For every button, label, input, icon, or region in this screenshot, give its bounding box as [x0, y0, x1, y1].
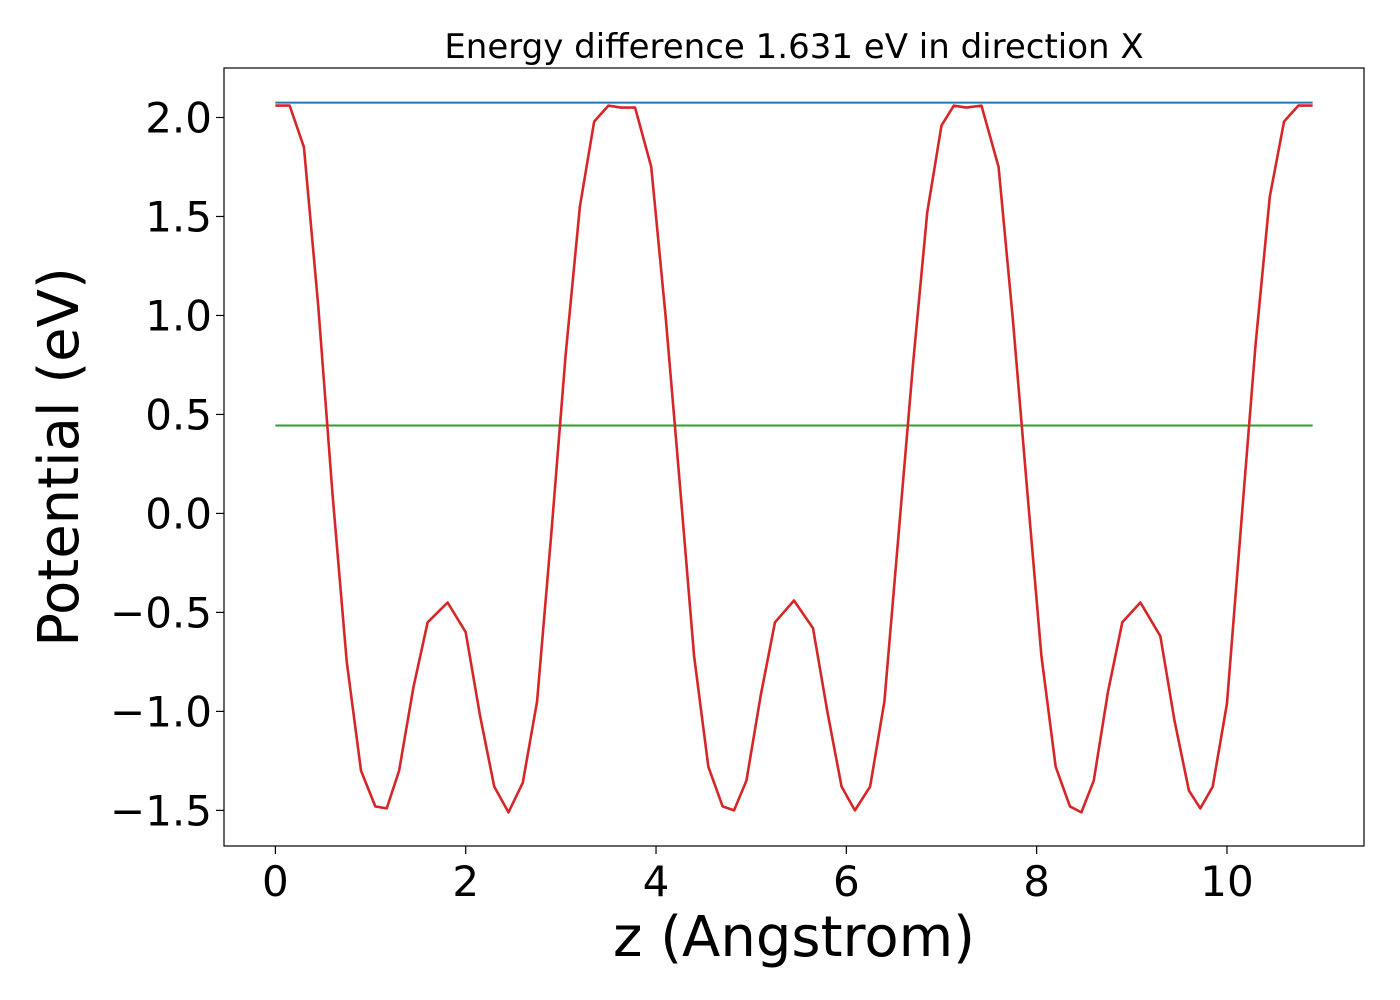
- plot-frame: [223, 67, 1365, 847]
- y-tick-label: −0.5: [110, 588, 212, 637]
- y-tick-label: 1.0: [145, 291, 212, 340]
- y-tick-label: −1.0: [110, 687, 212, 736]
- x-tick-label: 0: [262, 857, 289, 906]
- x-axis: 0 2 4 6 8 10: [262, 846, 1254, 906]
- x-tick-label: 2: [452, 857, 479, 906]
- series-layer: [275, 101, 1313, 814]
- y-axis: −1.5 −1.0 −0.5 0.0 0.5 1.0 1.5 2.0: [110, 93, 224, 835]
- y-tick-label: 0.0: [145, 489, 212, 538]
- x-tick-label: 8: [1023, 857, 1050, 906]
- y-tick-label: 1.5: [145, 192, 212, 241]
- y-tick-label: 2.0: [145, 93, 212, 142]
- planar-average-potential-line: [275, 104, 1313, 814]
- y-tick-label: −1.5: [110, 786, 212, 835]
- y-tick-label: 0.5: [145, 390, 212, 439]
- y-axis-title: Potential (eV): [27, 267, 92, 647]
- x-axis-title: z (Angstrom): [613, 905, 975, 970]
- x-tick-label: 10: [1200, 857, 1253, 906]
- x-tick-label: 4: [643, 857, 670, 906]
- x-tick-label: 6: [833, 857, 860, 906]
- chart-title: Energy difference 1.631 eV in direction …: [444, 27, 1143, 67]
